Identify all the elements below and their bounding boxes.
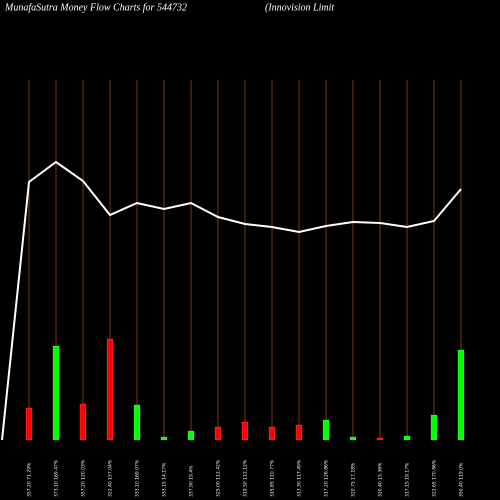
bar [268, 426, 276, 441]
bar [295, 424, 303, 441]
x-tick-label: 333.15 14.17% [162, 462, 168, 497]
x-tick-label: 373.10 169.47% [54, 459, 60, 497]
bar [187, 430, 195, 441]
bar [403, 435, 411, 441]
x-tick-label: 322.65 170.86% [432, 459, 438, 497]
x-tick-label: 325.00 112.42% [216, 459, 222, 497]
x-tick-label: 317.20 126.86% [324, 459, 330, 497]
x-tick-label: 322.40 157.04% [108, 459, 114, 497]
bar [25, 407, 33, 441]
chart-title: MunafaSutra Money Flow Charts for 544732 [4, 2, 187, 13]
bar [214, 426, 222, 441]
x-tick-label: 320.40 15.36% [378, 462, 384, 497]
x-tick-label: 357.20 71.29% [27, 462, 33, 497]
bar [241, 421, 249, 441]
bar [52, 345, 60, 441]
x-tick-label: 333.10 169.07% [135, 459, 141, 497]
x-tick-label: 319.50 112.12% [243, 459, 249, 497]
x-tick-label: 320.75 17.18% [351, 462, 357, 497]
x-tick-label: 357.20 120.03% [81, 459, 87, 497]
bar [160, 436, 168, 441]
bar [430, 414, 438, 441]
bar [322, 419, 330, 441]
x-tick-label: 313.30 117.49% [297, 459, 303, 497]
x-tick-label: 350.40 119.0% [459, 462, 465, 497]
bar [349, 436, 357, 441]
x-tick-label: 317.15 19.17% [405, 462, 411, 497]
price-line [1, 160, 462, 441]
bar [133, 404, 141, 441]
bar [106, 338, 114, 441]
bar [457, 349, 465, 441]
x-tick-label: 315.85 110.77% [270, 459, 276, 497]
bar [376, 437, 384, 441]
bar [79, 403, 87, 441]
chart-subtitle: (Innovision Limit [265, 2, 334, 13]
x-tick-label: 337.90 19.4% [189, 465, 195, 497]
